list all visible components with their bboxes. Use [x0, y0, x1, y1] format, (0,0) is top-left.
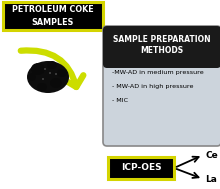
Text: La: La [205, 174, 217, 184]
Ellipse shape [44, 68, 46, 70]
Ellipse shape [55, 73, 57, 75]
FancyBboxPatch shape [3, 2, 103, 30]
Text: -MW-AD in medium pressure: -MW-AD in medium pressure [112, 70, 204, 75]
Text: ICP-OES: ICP-OES [121, 163, 161, 173]
Bar [107, 47, 217, 64]
Ellipse shape [57, 69, 67, 77]
Ellipse shape [42, 78, 44, 80]
Ellipse shape [27, 61, 69, 93]
Ellipse shape [47, 61, 57, 69]
Ellipse shape [37, 83, 47, 91]
Text: Ce: Ce [205, 150, 218, 160]
Ellipse shape [28, 73, 36, 81]
Ellipse shape [50, 78, 62, 88]
FancyBboxPatch shape [103, 26, 220, 146]
Text: - MIC: - MIC [112, 98, 128, 103]
Ellipse shape [49, 72, 51, 74]
FancyBboxPatch shape [108, 157, 174, 179]
Text: SAMPLE PREPARATION
METHODS: SAMPLE PREPARATION METHODS [113, 35, 211, 55]
FancyArrowPatch shape [21, 50, 83, 87]
Text: - MW-AD in high pressure: - MW-AD in high pressure [112, 84, 194, 89]
FancyBboxPatch shape [103, 26, 220, 68]
Ellipse shape [31, 63, 45, 75]
Text: PETROLEUM COKE
SAMPLES: PETROLEUM COKE SAMPLES [12, 5, 94, 27]
